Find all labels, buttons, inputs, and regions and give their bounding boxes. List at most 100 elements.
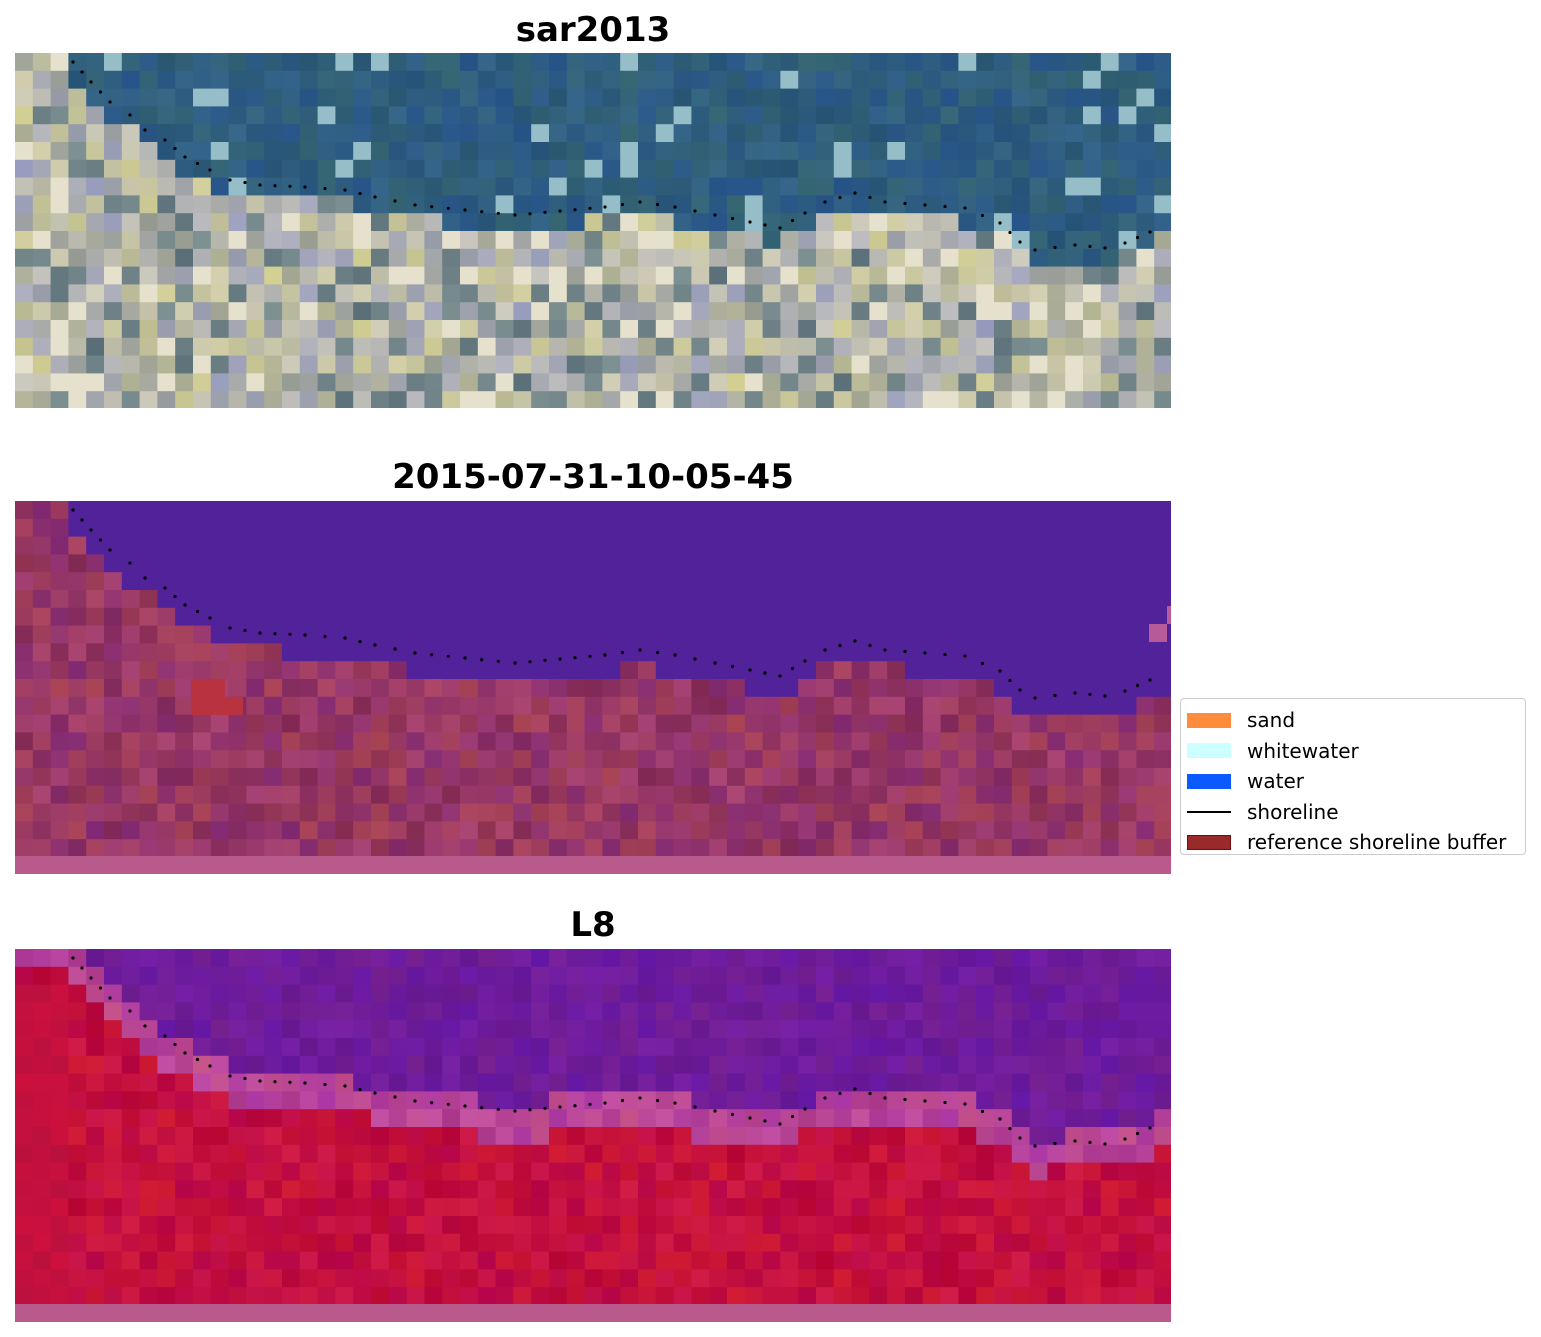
- pixel-cell: [584, 661, 603, 680]
- pixel-cell: [68, 1020, 87, 1039]
- pixel-cell: [887, 590, 906, 609]
- pixel-cell: [157, 373, 176, 392]
- pixel-cell: [157, 124, 176, 143]
- pixel-cell: [299, 248, 319, 268]
- pixel-cell: [424, 1055, 443, 1075]
- pixel-cell: [744, 1055, 764, 1075]
- pixel-cell: [282, 1020, 301, 1039]
- pixel-cell: [905, 1055, 924, 1075]
- pixel-cell: [442, 714, 461, 733]
- pixel-cell: [709, 1109, 728, 1128]
- pixel-cell: [798, 1269, 817, 1288]
- pixel-cell: [1118, 572, 1137, 591]
- pixel-cell: [175, 1055, 194, 1075]
- pixel-cell: [424, 177, 443, 196]
- pixel-cell: [1029, 966, 1048, 986]
- pixel-cell: [744, 1073, 764, 1092]
- pixel-cell: [780, 501, 799, 520]
- pixel-cell: [460, 195, 479, 214]
- pixel-cell: [798, 785, 817, 805]
- pixel-cell: [940, 124, 959, 143]
- pixel-cell: [104, 1073, 123, 1092]
- pixel-cell: [940, 750, 959, 769]
- pixel-cell: [566, 679, 586, 698]
- pixel-cell: [1136, 1269, 1155, 1288]
- pixel-cell: [246, 302, 265, 321]
- pixel-cell: [228, 1269, 247, 1288]
- pixel-cell: [15, 1180, 34, 1199]
- pixel-cell: [762, 696, 781, 716]
- pixel-cell: [442, 355, 461, 374]
- pixel-cell: [15, 984, 34, 1003]
- pixel-cell: [940, 679, 959, 698]
- pixel-cell: [175, 53, 194, 72]
- pixel-cell: [460, 696, 479, 716]
- pixel-cell: [994, 590, 1013, 609]
- pixel-cell: [1011, 70, 1031, 90]
- pixel-cell: [50, 1233, 69, 1253]
- pixel-cell: [371, 266, 390, 285]
- pixel-cell: [1118, 607, 1137, 627]
- pixel-cell: [798, 1180, 817, 1199]
- pixel-cell: [32, 696, 52, 716]
- pixel-cell: [1136, 1198, 1155, 1217]
- pixel-cell: [1118, 1002, 1137, 1021]
- pixel-cell: [1065, 501, 1084, 520]
- pixel-cell: [1100, 1287, 1120, 1306]
- pixel-cell: [193, 142, 212, 161]
- pixel-cell: [566, 1233, 586, 1253]
- pixel-cell: [264, 643, 283, 662]
- pixel-cell: [228, 1109, 247, 1128]
- pixel-cell: [1011, 518, 1031, 538]
- pixel-cell: [709, 839, 728, 858]
- pixel-cell: [638, 661, 657, 680]
- pixel-cell: [157, 984, 176, 1003]
- pixel-cell: [1118, 696, 1137, 716]
- pixel-cell: [139, 732, 158, 751]
- pixel-cell: [869, 1233, 888, 1253]
- pixel-cell: [513, 768, 532, 787]
- pixel-cell: [86, 302, 105, 321]
- pixel-cell: [68, 320, 87, 339]
- pixel-cell: [442, 337, 461, 357]
- pixel-cell: [905, 803, 924, 822]
- pixel-cell: [121, 1233, 141, 1253]
- pixel-cell: [958, 1287, 977, 1306]
- pixel-cell: [584, 391, 603, 408]
- pixel-cell: [655, 159, 675, 179]
- pixel-cell: [388, 679, 408, 698]
- pixel-cell: [228, 768, 247, 787]
- pixel-cell: [513, 750, 532, 769]
- pixel-cell: [210, 1251, 230, 1270]
- pixel-cell: [335, 88, 354, 107]
- pixel-cell: [620, 696, 639, 716]
- pixel-cell: [922, 231, 942, 250]
- pixel-cell: [495, 554, 514, 573]
- pixel-cell: [638, 1144, 657, 1164]
- pixel-cell: [424, 572, 443, 591]
- pixel-cell: [994, 1144, 1013, 1164]
- pixel-cell: [175, 373, 194, 392]
- pixel-cell: [691, 248, 710, 268]
- shoreline-point: [1123, 1137, 1127, 1141]
- pixel-cell: [50, 554, 69, 573]
- pixel-cell: [264, 124, 283, 143]
- pixel-cell: [68, 607, 87, 627]
- pixel-cell: [228, 213, 247, 232]
- pixel-cell: [1136, 355, 1155, 374]
- pixel-cell: [335, 785, 354, 805]
- pixel-cell: [994, 643, 1013, 662]
- pixel-cell: [549, 607, 568, 627]
- pixel-cell: [1047, 320, 1066, 339]
- pixel-cell: [228, 839, 247, 858]
- pixel-cell: [15, 1091, 34, 1110]
- pixel-cell: [958, 373, 977, 392]
- pixel-cell: [388, 839, 408, 858]
- pixel-cell: [104, 1198, 123, 1217]
- pixel-cell: [851, 1091, 870, 1110]
- pixel-cell: [264, 177, 283, 196]
- shoreline-point: [1008, 678, 1012, 683]
- pixel-cell: [317, 696, 336, 716]
- pixel-cell: [1011, 177, 1031, 196]
- pixel-cell: [1029, 643, 1048, 662]
